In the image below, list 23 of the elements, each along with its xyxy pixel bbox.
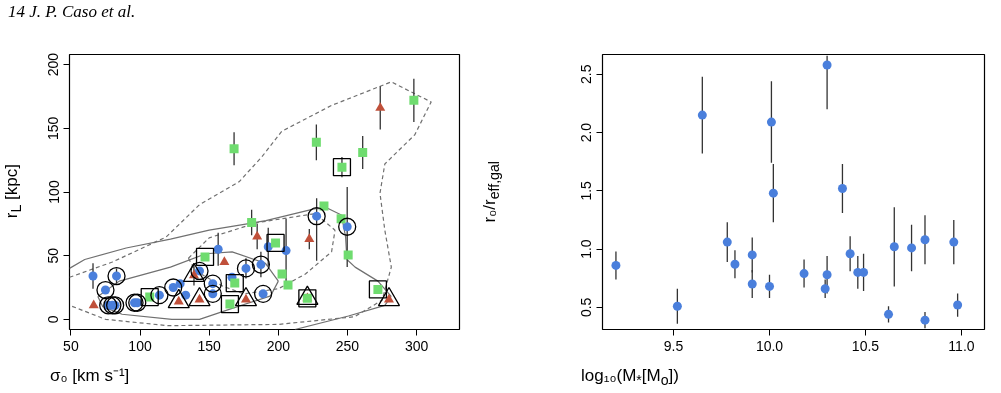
x-tick-label: 250 [335,337,360,354]
y-tick-label: 2.5 [578,64,595,85]
x-axis-title: σ₀ [km s⁻¹] [49,365,130,387]
text: 14 J. P. Caso et al. [7,1,136,23]
x-axis-title: log₁₀(M$_{*}$[M$_{o}$]) [580,365,679,391]
x-tick-label: 200 [266,337,291,354]
y-tick-label: 150 [45,116,62,141]
y-tick-label: 1.5 [578,180,595,201]
x-tick-label: 11.0 [948,337,975,354]
x-tick-label: 50 [63,337,79,354]
y-tick-label: 100 [45,180,62,204]
y-tick-label: 2.0 [578,122,595,143]
y-tick-label: 50 [45,247,62,264]
x-tick-label: 100 [128,337,152,354]
x-tick-label: 10.0 [755,337,784,354]
x-tick-label: 9.5 [663,337,684,354]
x-tick-label: 300 [404,337,429,354]
y-tick-label: 1.0 [578,239,595,259]
x-tick-label: 10.5 [851,337,880,354]
x-tick-label: 150 [197,337,222,354]
y-tick-label: 200 [45,52,62,77]
y-tick-label: 0.5 [578,297,595,318]
y-tick-label: 0 [45,315,62,324]
